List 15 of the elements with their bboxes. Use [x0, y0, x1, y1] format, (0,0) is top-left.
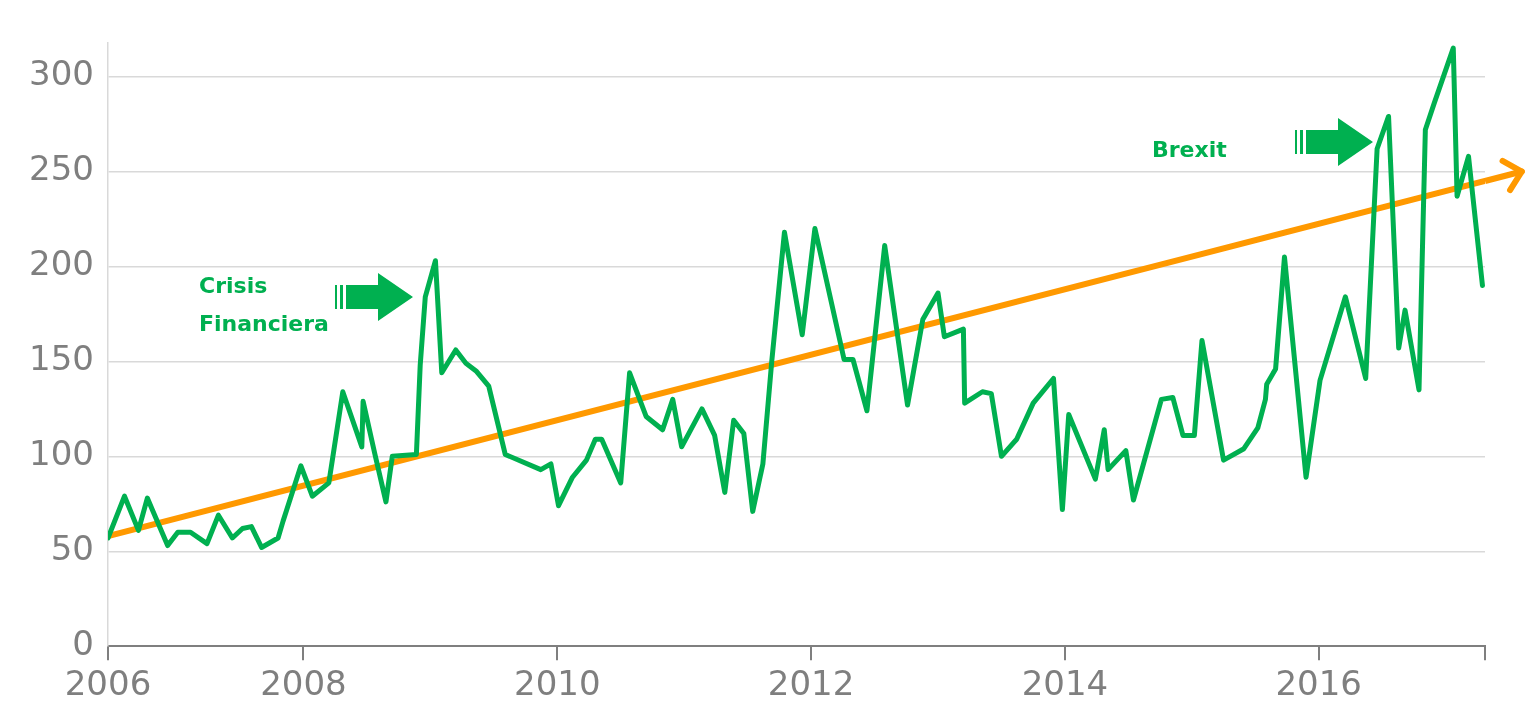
y-tick-label: 200: [29, 243, 94, 284]
x-tick-label: 2008: [260, 663, 347, 704]
x-tick-label: 2014: [1021, 663, 1109, 704]
y-tick-label: 0: [72, 623, 94, 664]
annotation: Brexit: [1152, 136, 1228, 164]
x-tick-label: 2016: [1275, 663, 1363, 704]
annotation: Crisis Financiera: [199, 272, 330, 338]
y-tick-label: 50: [50, 528, 94, 569]
y-tick-label: 150: [29, 338, 94, 379]
y-tick-label: 300: [29, 53, 94, 94]
x-tick-label: 2012: [767, 663, 855, 704]
y-tick-label: 250: [29, 148, 94, 189]
x-tick-label: 2010: [514, 663, 601, 704]
x-tick-label: 2006: [64, 663, 152, 704]
y-tick-label: 100: [29, 433, 94, 474]
